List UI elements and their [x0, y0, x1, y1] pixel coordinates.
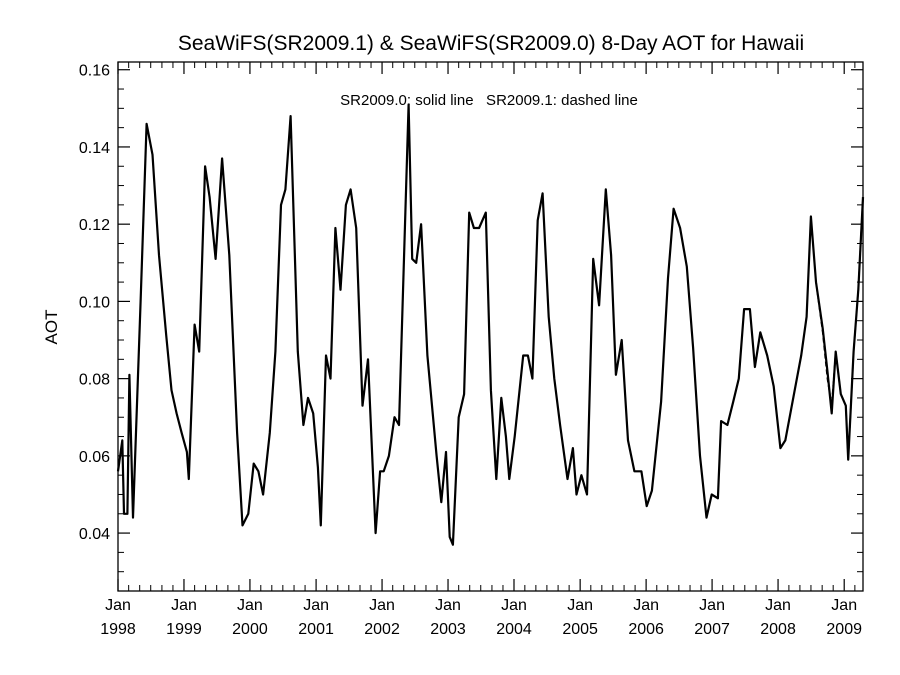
- plot-frame: [117, 61, 864, 592]
- x-tick-month: Jan: [237, 597, 263, 614]
- x-tick-month: Jan: [567, 597, 593, 614]
- y-axis-label: AOT: [42, 310, 61, 345]
- series-style-annotation: SR2009.0: solid line SR2009.1: dashed li…: [340, 92, 638, 109]
- x-tick-year: 2002: [364, 621, 400, 638]
- series-layer: [116, 103, 865, 546]
- x-tick-year: 1998: [100, 621, 136, 638]
- y-tick-label: 0.06: [79, 449, 110, 466]
- x-tick-year: 2008: [760, 621, 796, 638]
- x-tick-month: Jan: [105, 597, 131, 614]
- x-tick-year: 2004: [496, 621, 532, 638]
- chart-title: SeaWiFS(SR2009.1) & SeaWiFS(SR2009.0) 8-…: [178, 32, 804, 55]
- x-tick-year: 2009: [826, 621, 862, 638]
- x-tick-month: Jan: [171, 597, 197, 614]
- x-tick-year: 2003: [430, 621, 466, 638]
- series-line-sr2009-1: [815, 197, 864, 461]
- x-tick-month: Jan: [765, 597, 791, 614]
- y-tick-label: 0.10: [79, 294, 110, 311]
- x-tick-year: 2005: [562, 621, 598, 638]
- x-tick-month: Jan: [303, 597, 329, 614]
- x-tick-month: Jan: [699, 597, 725, 614]
- minor-ticks: [118, 62, 863, 591]
- x-tick-month: Jan: [501, 597, 527, 614]
- x-tick-month: Jan: [831, 597, 857, 614]
- x-axis-ticks: Jan 1998 Jan 1999 Jan 2000 Jan 2001 Jan 2002 Jan 20…: [100, 62, 862, 638]
- x-tick-month: Jan: [369, 597, 395, 614]
- x-tick-year: 1999: [166, 621, 202, 638]
- y-tick-label: 0.16: [79, 63, 110, 80]
- y-tick-label: 0.12: [79, 217, 110, 234]
- y-tick-label: 0.04: [79, 526, 110, 543]
- x-tick-year: 2000: [232, 621, 268, 638]
- y-axis-ticks: 0.04 0.06 0.08 0.10 0.12 0.14 0.16: [79, 63, 863, 543]
- series-line-sr2009-0: [116, 103, 865, 546]
- x-tick-month: Jan: [435, 597, 461, 614]
- x-tick-year: 2007: [694, 621, 730, 638]
- x-tick-month: Jan: [633, 597, 659, 614]
- y-tick-label: 0.08: [79, 372, 110, 389]
- y-tick-label: 0.14: [79, 140, 110, 157]
- x-tick-year: 2001: [298, 621, 334, 638]
- x-tick-year: 2006: [628, 621, 664, 638]
